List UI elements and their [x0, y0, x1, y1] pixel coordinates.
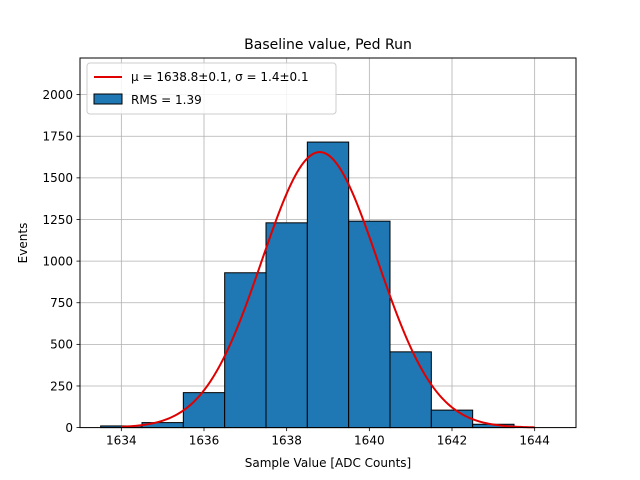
legend-box — [86, 62, 337, 115]
histogram-bar — [430, 409, 474, 429]
y-tick-label: 250 — [50, 379, 73, 393]
y-axis-label: Events — [16, 223, 30, 264]
histogram-bars — [100, 141, 515, 429]
x-axis-label: Sample Value [ADC Counts] — [245, 456, 411, 470]
y-tick-label: 1750 — [42, 130, 73, 144]
histogram-bar — [224, 272, 267, 429]
x-tick-label: 1640 — [354, 434, 385, 448]
x-axis-ticks: 1634 1636 1638 1640 1642 1644 — [106, 427, 550, 448]
y-tick-label: 2000 — [42, 88, 73, 102]
gaussian-fit-curve — [121, 151, 535, 429]
chart-title: Baseline value, Ped Run — [244, 37, 412, 53]
y-axis-ticks: 0 250 500 750 1000 1250 1500 1750 2000 — [42, 88, 80, 435]
histogram-bar — [348, 220, 391, 429]
x-tick-label: 1644 — [519, 434, 550, 448]
legend: μ = 1638.8±0.1, σ = 1.4±0.1 RMS = 1.39 — [86, 62, 337, 115]
y-tick-label: 1500 — [42, 171, 73, 185]
y-tick-label: 500 — [50, 338, 73, 352]
x-tick-label: 1642 — [437, 434, 468, 448]
x-tick-label: 1634 — [106, 434, 137, 448]
y-tick-label: 750 — [50, 296, 73, 310]
legend-histogram-label: RMS = 1.39 — [131, 93, 202, 107]
x-tick-label: 1638 — [271, 434, 302, 448]
histogram-bar — [265, 222, 308, 429]
histogram-bar — [182, 392, 226, 429]
plot-frame — [79, 57, 577, 429]
legend-fit-label: μ = 1638.8±0.1, σ = 1.4±0.1 — [131, 70, 309, 84]
y-tick-label: 1000 — [42, 254, 73, 268]
y-tick-label: 0 — [65, 421, 73, 435]
legend-histogram-swatch — [93, 93, 123, 105]
histogram-bar — [389, 351, 432, 429]
x-tick-label: 1636 — [189, 434, 220, 448]
histogram-bar — [306, 141, 350, 429]
y-tick-label: 1250 — [42, 213, 73, 227]
